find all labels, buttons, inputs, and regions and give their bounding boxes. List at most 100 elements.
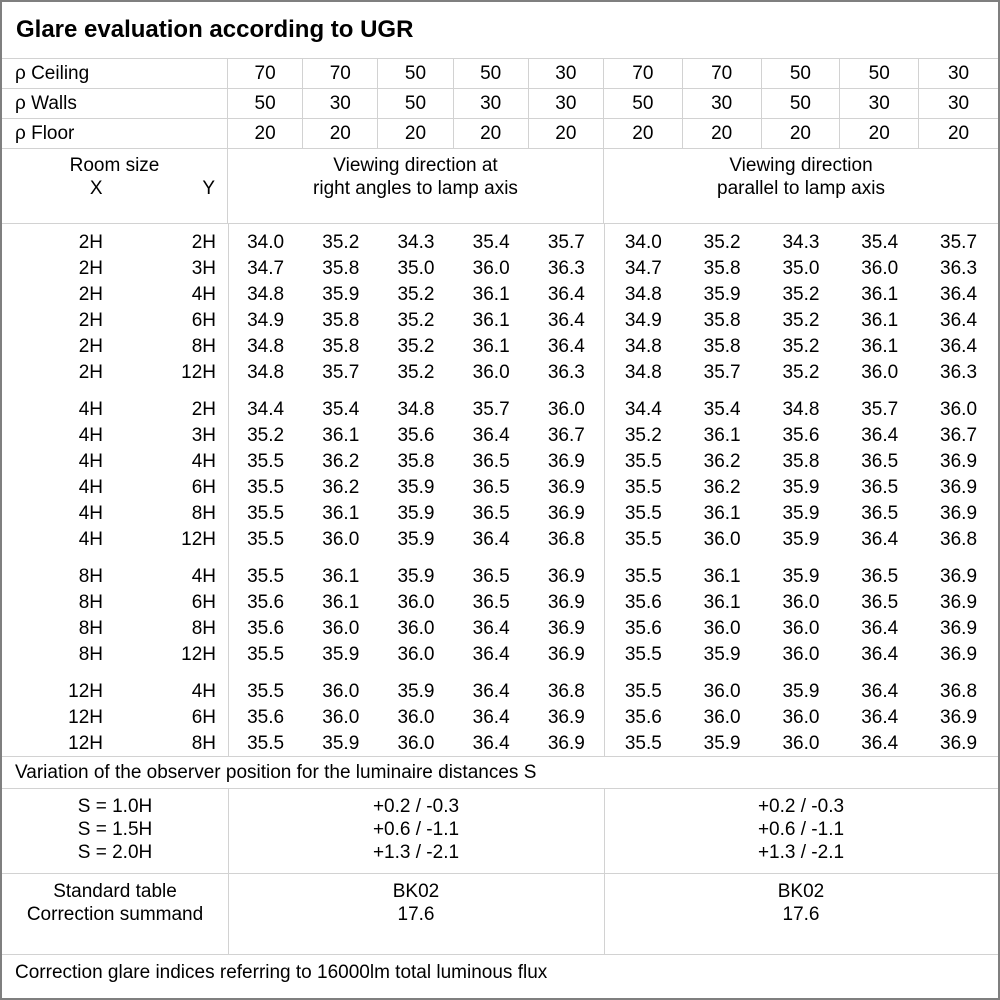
room-size-x: 2H	[78, 362, 103, 383]
room-size-x: 12H	[68, 681, 103, 702]
ugr-value: 36.4	[940, 284, 978, 305]
reflectance-label: ρ Floor	[2, 119, 228, 148]
variation-row-label: S = 1.5H	[77, 818, 153, 840]
variation-table: S = 1.0H +0.2 / -0.3 +0.2 / -0.3 S = 1.5H +0…	[2, 789, 998, 874]
variation-row-right-angles-value: +1.3 / -2.1	[372, 841, 460, 863]
ugr-value: 34.9	[247, 310, 285, 331]
reflectance-value: 30	[683, 89, 762, 118]
reflectance-value: 20	[762, 119, 841, 148]
room-size-x: 4H	[78, 451, 103, 472]
reflectance-value: 20	[683, 119, 762, 148]
ugr-value: 34.8	[624, 336, 662, 357]
variation-row: S = 1.5H +0.6 / -1.1 +0.6 / -1.1	[2, 818, 998, 841]
ugr-row: 8H 6H 35.6 36.1 36.0 36.5 36.9 35.6 36.1 36.0 36.5…	[2, 590, 998, 616]
ugr-value: 34.8	[624, 362, 662, 383]
ugr-value: 36.0	[472, 362, 510, 383]
ugr-value: 35.6	[397, 425, 435, 446]
x-column-header: X	[89, 178, 103, 199]
ugr-value: 36.9	[547, 733, 585, 754]
ugr-value: 36.5	[472, 477, 510, 498]
ugr-value: 36.0	[703, 707, 741, 728]
room-size-y: 6H	[191, 310, 216, 331]
ugr-value: 36.1	[861, 284, 899, 305]
ugr-value: 35.6	[247, 592, 285, 613]
room-size-x: 12H	[68, 707, 103, 728]
reflectance-row: ρ Ceiling 70 70 50 50 30 70 70 50 50 30	[2, 59, 998, 89]
ugr-value: 35.9	[703, 733, 741, 754]
ugr-value: 34.7	[247, 258, 285, 279]
ugr-value: 36.0	[397, 644, 435, 665]
summary-row-label: Correction summand	[26, 903, 204, 925]
ugr-value: 35.0	[782, 258, 820, 279]
room-size-y: 12H	[181, 529, 216, 550]
ugr-value: 35.2	[397, 336, 435, 357]
ugr-value: 35.2	[247, 425, 285, 446]
room-size-y: 4H	[191, 284, 216, 305]
ugr-value: 36.0	[397, 733, 435, 754]
ugr-value: 36.4	[940, 336, 978, 357]
ugr-value: 35.9	[397, 503, 435, 524]
ugr-value: 35.9	[782, 477, 820, 498]
ugr-value: 36.1	[703, 592, 741, 613]
reflectance-label: ρ Ceiling	[2, 59, 228, 88]
ugr-value: 36.0	[861, 258, 899, 279]
ugr-row: 2H 6H 34.9 35.8 35.2 36.1 36.4 34.9 35.8 35.2 36.1…	[2, 308, 998, 334]
ugr-value: 36.9	[940, 451, 978, 472]
reflectance-value: 20	[303, 119, 379, 148]
reflectance-value: 20	[529, 119, 604, 148]
ugr-value: 34.7	[624, 258, 662, 279]
ugr-row: 4H 3H 35.2 36.1 35.6 36.4 36.7 35.2 36.1 35.6 36.4…	[2, 423, 998, 449]
ugr-value: 35.9	[703, 644, 741, 665]
ugr-value: 36.5	[861, 451, 899, 472]
block-spacer	[2, 668, 998, 679]
reflectance-value: 30	[947, 92, 970, 114]
room-size-x: 4H	[78, 425, 103, 446]
variation-caption: Variation of the observer position for t…	[2, 757, 998, 789]
ugr-value: 36.4	[547, 310, 585, 331]
ugr-value: 36.5	[861, 477, 899, 498]
ugr-value: 34.9	[624, 310, 662, 331]
ugr-value: 35.8	[703, 336, 741, 357]
group-divider	[604, 874, 605, 954]
ugr-row: 2H 12H 34.8 35.7 35.2 36.0 36.3 34.8 35.7 35.2 36.…	[2, 360, 998, 386]
reflectance-value: 50	[228, 89, 304, 118]
ugr-value: 36.0	[322, 618, 360, 639]
summary-row: Correction summand 17.6 17.6	[2, 903, 998, 926]
ugr-row: 12H 4H 35.5 36.0 35.9 36.4 36.8 35.5 36.0 35.9 36.…	[2, 679, 998, 705]
reflectance-value: 20	[454, 119, 529, 148]
ugr-value: 35.7	[703, 362, 741, 383]
ugr-value: 35.5	[624, 451, 662, 472]
ugr-value: 35.9	[397, 566, 435, 587]
ugr-value: 36.4	[861, 618, 899, 639]
reflectance-value: 30	[529, 89, 604, 118]
ugr-value: 35.2	[703, 232, 741, 253]
ugr-value: 36.0	[547, 399, 585, 420]
ugr-value: 36.8	[547, 681, 585, 702]
ugr-value: 36.9	[547, 644, 585, 665]
ugr-value: 35.4	[322, 399, 360, 420]
room-size-x: 8H	[78, 618, 103, 639]
ugr-value: 35.9	[782, 529, 820, 550]
ugr-value: 35.9	[782, 566, 820, 587]
ugr-value: 35.2	[782, 310, 820, 331]
ugr-value: 36.9	[940, 477, 978, 498]
ugr-value: 35.6	[247, 618, 285, 639]
ugr-value: 35.4	[703, 399, 741, 420]
ugr-value: 36.2	[703, 477, 741, 498]
ugr-value: 34.4	[247, 399, 285, 420]
ugr-value: 36.5	[861, 566, 899, 587]
variation-row-right-angles-value: +0.6 / -1.1	[372, 818, 460, 840]
ugr-value: 36.1	[472, 284, 510, 305]
footnote: Correction glare indices referring to 16…	[15, 962, 548, 983]
ugr-value: 35.6	[782, 425, 820, 446]
room-size-y: 8H	[191, 733, 216, 754]
ugr-value: 36.5	[861, 592, 899, 613]
group-divider	[604, 789, 605, 873]
summary-row-right-angles-value: BK02	[392, 880, 440, 902]
ugr-value: 36.9	[940, 503, 978, 524]
ugr-value: 35.4	[472, 232, 510, 253]
summary-row-parallel-value: BK02	[777, 880, 825, 902]
ugr-value: 35.8	[322, 310, 360, 331]
room-size-y: 8H	[191, 336, 216, 357]
ugr-value: 36.0	[703, 529, 741, 550]
